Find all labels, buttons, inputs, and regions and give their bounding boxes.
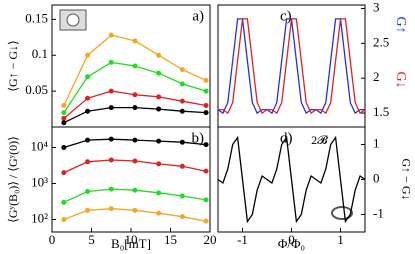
data-point [132, 187, 138, 193]
data-point [61, 115, 67, 121]
y-axis-label: ⟨G↑ − G↓⟩ [6, 40, 20, 91]
y-axis-label: G↑ − G↓ [399, 158, 413, 200]
data-point [179, 139, 185, 145]
x-tick-label: 1 [337, 232, 344, 247]
data-point [85, 108, 91, 114]
data-point [179, 81, 185, 87]
data-point [203, 142, 209, 148]
data-point [108, 105, 114, 111]
data-point [156, 210, 162, 216]
data-point [179, 163, 185, 169]
data-point [108, 136, 114, 142]
data-point [61, 217, 67, 223]
legend-label: G↑ [393, 16, 408, 33]
x-tick-label: 0 [288, 232, 295, 247]
data-point [108, 88, 114, 94]
data-point [203, 88, 209, 94]
data-point [132, 207, 138, 213]
panel-label: c) [280, 8, 292, 24]
y-tick-label: 10² [31, 210, 48, 225]
y-tick-label: 1.5 [373, 104, 389, 119]
data-point [179, 108, 185, 114]
data-point [156, 94, 162, 100]
data-point [203, 77, 209, 83]
data-point [203, 102, 209, 108]
x-tick-label: 15 [164, 232, 177, 247]
x-tick-label: 10 [125, 232, 138, 247]
data-point [156, 52, 162, 58]
x-axis-label: Φ/Φ₀ [278, 236, 305, 251]
data-point [61, 110, 67, 116]
data-point [108, 157, 114, 163]
data-point [179, 214, 185, 220]
y-tick-label: 0.05 [25, 82, 48, 97]
series-line [217, 135, 366, 224]
annotation: 2𝓑 [311, 133, 328, 147]
y-tick-label: 2.5 [373, 34, 389, 49]
data-point [85, 207, 91, 213]
data-point [203, 110, 209, 116]
legend-label: G↓ [393, 71, 408, 88]
x-tick-label: 0 [49, 232, 56, 247]
data-point [108, 32, 114, 38]
data-point [132, 105, 138, 111]
data-point [203, 168, 209, 174]
data-point [85, 159, 91, 165]
y-tick-label: 10³ [31, 174, 48, 189]
y-tick-label: 1 [373, 135, 380, 150]
data-point [61, 102, 67, 108]
panel-label: a) [192, 8, 204, 24]
x-tick-label: -1 [237, 232, 248, 247]
data-point [203, 197, 209, 203]
data-point [85, 137, 91, 143]
data-point [85, 188, 91, 194]
y-tick-label: 2 [373, 69, 380, 84]
data-point [156, 138, 162, 144]
y-tick-label: -1 [373, 205, 384, 220]
data-point [203, 218, 209, 224]
data-point [179, 98, 185, 104]
data-point [61, 199, 67, 205]
data-point [156, 190, 162, 196]
x-tick-label: 20 [204, 232, 217, 247]
data-point [61, 170, 67, 176]
data-point [108, 206, 114, 212]
x-tick-label: 5 [88, 232, 95, 247]
y-tick-label: 0.1 [32, 46, 48, 61]
data-point [179, 193, 185, 199]
data-point [132, 137, 138, 143]
y-tick-label: 0 [373, 170, 380, 185]
data-point [61, 144, 67, 150]
y-tick-label: 3 [373, 0, 380, 14]
data-point [132, 63, 138, 69]
data-point [156, 106, 162, 112]
data-point [108, 59, 114, 65]
series-line [218, 18, 366, 115]
data-point [85, 74, 91, 80]
data-point [156, 70, 162, 76]
data-point [85, 95, 91, 101]
data-point [156, 161, 162, 167]
data-point [132, 38, 138, 44]
ring-icon-d [331, 206, 353, 220]
x-axis-label: B₀[mT] [111, 236, 151, 251]
series-line [217, 18, 365, 115]
data-point [108, 186, 114, 192]
ring-icon-a [59, 9, 87, 31]
y-axis-label: ⟨Gʸ(B₀)⟩ / ⟨Gʸ(0)⟩ [6, 136, 20, 223]
y-tick-label: 0.15 [25, 10, 48, 25]
data-point [132, 92, 138, 98]
y-tick-label: 10⁴ [30, 138, 48, 153]
data-point [85, 52, 91, 58]
panel-label: b) [192, 130, 205, 146]
data-point [132, 158, 138, 164]
data-point [61, 120, 67, 126]
data-point [179, 67, 185, 73]
